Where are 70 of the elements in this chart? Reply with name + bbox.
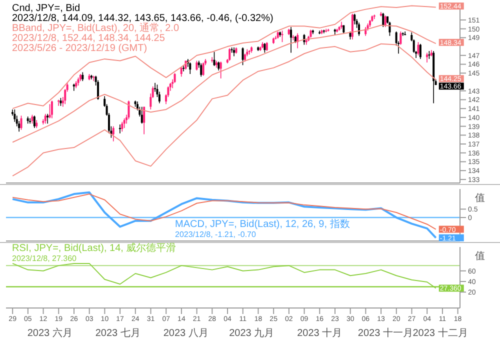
line-series [12, 5, 436, 110]
candlestick [228, 48, 231, 62]
y-axis-title: 值 [475, 251, 485, 262]
candlestick [213, 51, 216, 66]
candlestick [196, 60, 198, 71]
candlestick [14, 109, 16, 122]
candlestick [121, 121, 124, 132]
candlestick [200, 62, 202, 78]
candlestick [351, 13, 354, 40]
candlestick [400, 31, 402, 46]
candlestick [92, 75, 95, 82]
annotation: 2023/5/26 - 2023/12/19 (GMT) [12, 43, 148, 54]
candlestick [189, 62, 192, 74]
text: 2023/12/8, -1.21, -0.70 [175, 230, 257, 239]
chart-title: RSI, JPY=, Bid(Last), 14, 威尔德平滑 [12, 243, 176, 254]
candlestick [322, 29, 325, 34]
x2-tick-label: 2023 十一月 [358, 327, 413, 340]
candlestick [50, 100, 53, 119]
candlestick [382, 12, 384, 28]
candlestick [264, 42, 266, 54]
candlestick [233, 47, 235, 57]
candlestick [373, 14, 376, 20]
chart-title: Cnd, JPY=, Bid [12, 3, 82, 14]
line-series [12, 191, 437, 239]
candlestick [281, 30, 284, 43]
line-series [12, 194, 436, 230]
candlestick [33, 115, 36, 128]
candlestick [112, 126, 114, 142]
candlestick [384, 15, 386, 28]
candlestick [419, 43, 422, 60]
candlestick [140, 106, 143, 124]
text: 2023/12/8, 27.360 [12, 254, 78, 263]
candlestick [211, 56, 214, 63]
y-axis-title: 值 [475, 193, 485, 204]
candlestick [29, 118, 32, 124]
candlestick [354, 13, 356, 25]
candlestick [128, 100, 130, 120]
annotation: BBand, JPY=, Bid(Last), 20, 通常, 2.0 [12, 23, 180, 34]
candlestick [58, 99, 60, 106]
candlestick [325, 28, 328, 33]
candlestick [123, 118, 126, 128]
candlestick [248, 50, 250, 55]
candlestick [402, 32, 404, 36]
text: 2023/12/8, 144.09, 144.32, 143.65, 143.66, -0.46, (-0.32%) [12, 13, 274, 24]
annotation: 2023/12/8, 152.44, 148.34, 144.25 [12, 33, 166, 44]
candlestick [20, 115, 22, 130]
candlestick [97, 80, 100, 100]
candlestick [182, 64, 185, 72]
candlestick [290, 26, 292, 54]
x2-tick-label: 2023 七月 [95, 327, 140, 340]
x2-tick-label: 2023 十二月 [412, 327, 468, 340]
text: MACD, JPY=, Bid(Last), 12, 26, 9, 指数 [175, 219, 350, 230]
candlestick [202, 62, 204, 76]
candlestick [242, 47, 244, 66]
x2-tick-label: 2023 八月 [163, 328, 208, 340]
x2-tick-label: 2023 九月 [229, 327, 274, 340]
candlestick [118, 124, 121, 134]
candlestick [318, 30, 321, 35]
candlestick [180, 66, 182, 78]
candlestick [426, 52, 428, 63]
candlestick [220, 61, 222, 79]
x2-tick-label: 2023 十月 [297, 327, 342, 340]
line-series [12, 43, 436, 176]
candlestick [48, 104, 51, 119]
candlestick [417, 42, 420, 56]
x2-tick-label: 2023 六月 [27, 327, 72, 340]
candlestick [143, 106, 146, 135]
candlestick [46, 113, 49, 124]
candlestick [404, 31, 406, 36]
candlestick [44, 113, 46, 124]
